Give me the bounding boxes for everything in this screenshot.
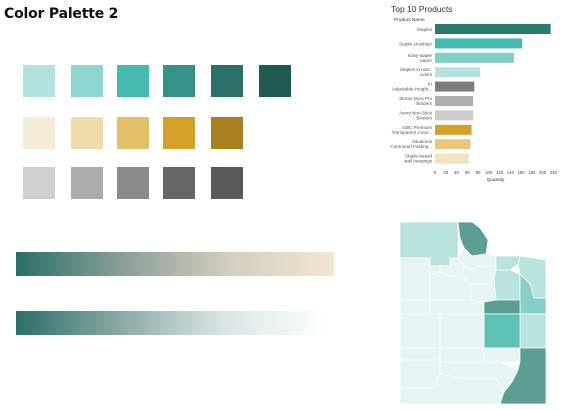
color-swatch (71, 167, 103, 199)
county-region[interactable] (495, 255, 521, 271)
county-region[interactable] (439, 347, 485, 363)
county-region[interactable] (400, 359, 441, 389)
x-tick-label: 200 (539, 170, 547, 175)
color-swatch (71, 117, 103, 149)
color-swatch (117, 65, 149, 97)
category-label: Storex Dura Pro Binders (399, 96, 433, 106)
x-tick-label: 160 (517, 170, 525, 175)
x-tick-label: 0 (434, 170, 437, 175)
x-tick-label: 20 (443, 170, 448, 175)
bar[interactable] (435, 124, 472, 135)
x-tick-label: 100 (485, 170, 493, 175)
x-tick-label: 40 (454, 170, 459, 175)
color-swatch (23, 117, 55, 149)
color-swatch (163, 117, 195, 149)
category-label: Staple envelope (399, 41, 432, 46)
chart-title: Top 10 Products (391, 4, 453, 14)
county-map (400, 221, 547, 405)
bar[interactable] (435, 153, 469, 164)
county-region[interactable] (400, 299, 431, 315)
bar-chart: Product Name Staples Staple envelope Easy-s… (390, 17, 558, 183)
color-swatch (211, 167, 243, 199)
bar[interactable] (435, 110, 474, 121)
bar[interactable] (435, 38, 523, 49)
x-tick-label: 180 (528, 170, 536, 175)
gradient-bar (16, 311, 326, 335)
bar[interactable] (435, 24, 551, 34)
county-region[interactable] (493, 269, 521, 301)
category-label: Staples (417, 27, 433, 32)
x-tick-label: 80 (476, 170, 481, 175)
color-swatch (23, 167, 55, 199)
category-label: KI Adjustable-Height... (392, 82, 432, 92)
x-tick-label: 220 (550, 170, 558, 175)
color-swatch (163, 167, 195, 199)
bar[interactable] (435, 67, 481, 78)
x-tick-label: 140 (507, 170, 515, 175)
county-region[interactable] (400, 313, 441, 349)
color-swatch (259, 65, 291, 97)
county-region[interactable] (483, 347, 521, 363)
x-tick-label: 60 (465, 170, 470, 175)
category-label: Easy-staple paper (408, 53, 432, 63)
category-label: Staple-based wall hangings (404, 154, 433, 164)
color-swatch (211, 65, 243, 97)
color-swatch (23, 65, 55, 97)
x-tick-label: 120 (496, 170, 504, 175)
county-region[interactable] (400, 373, 505, 405)
bar[interactable] (435, 81, 475, 92)
county-region[interactable] (519, 313, 547, 349)
county-region[interactable] (400, 347, 441, 361)
bar[interactable] (435, 139, 471, 150)
county-region[interactable] (439, 313, 485, 349)
color-swatch (117, 167, 149, 199)
color-swatch (117, 117, 149, 149)
category-label: Staples in misc. colors (400, 67, 433, 77)
county-region[interactable] (483, 299, 521, 315)
x-axis-title: Quantity (487, 177, 505, 183)
color-swatch (163, 65, 195, 97)
county-region[interactable] (429, 299, 485, 315)
category-label: Avery Non-Stick Binders (399, 110, 433, 120)
county-region[interactable] (483, 313, 521, 349)
gradient-bar (16, 252, 334, 276)
bar[interactable] (435, 52, 515, 63)
category-axis-header: Product Name (394, 17, 425, 23)
category-label: GBC Premium Transparent Cove... (392, 125, 433, 135)
color-swatch (71, 65, 103, 97)
category-label: Situations Contoured Folding... (390, 139, 432, 149)
color-swatch (211, 117, 243, 149)
page-title: Color Palette 2 (4, 6, 119, 22)
bar[interactable] (435, 96, 474, 106)
